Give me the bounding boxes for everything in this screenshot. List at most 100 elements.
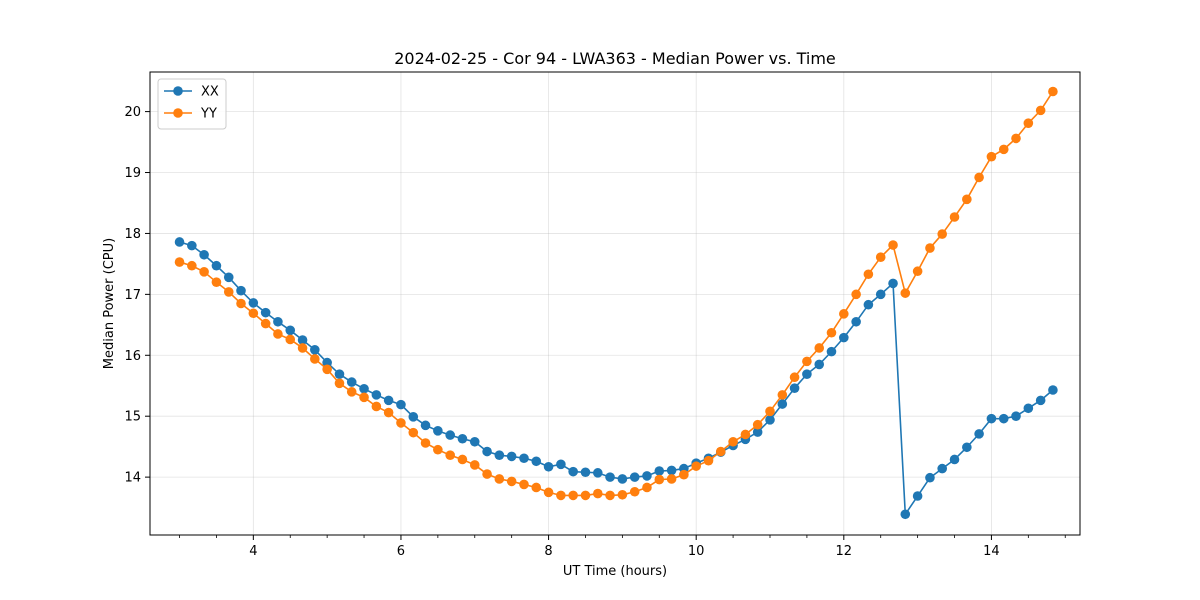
data-point-yy [494,474,505,484]
data-point-xx [900,509,911,520]
data-point-yy [900,288,911,298]
data-point-xx [1011,411,1021,422]
data-point-yy [543,487,554,498]
data-point-xx [925,472,935,483]
data-point-xx [506,451,517,462]
legend-marker-yy [173,108,183,118]
data-point-yy [1048,86,1058,97]
data-point-xx [248,298,259,308]
data-point-xx [863,299,874,310]
data-point-xx [420,420,431,431]
x-tick-label-8: 8 [544,544,552,559]
data-point-xx [912,491,923,501]
data-point-xx [260,307,271,318]
data-point-xx [765,415,775,425]
data-point-yy [223,287,234,297]
data-point-xx [371,390,382,400]
x-tick-label-10: 10 [688,544,705,559]
data-point-xx [211,260,222,271]
data-point-yy [593,488,603,499]
data-point-yy [310,354,320,364]
data-point-xx [273,316,283,327]
data-point-xx [777,399,788,409]
data-point-yy [519,479,529,490]
data-point-yy [802,356,812,367]
legend-marker-xx [173,86,183,96]
data-point-yy [211,277,222,287]
grid-lines [150,72,1080,535]
data-point-xx [494,450,505,460]
data-point-xx [851,316,861,327]
data-point-yy [371,401,382,412]
data-point-xx [519,453,529,464]
data-point-yy [752,419,763,430]
chart-title: 2024-02-25 - Cor 94 - LWA363 - Median Po… [394,49,836,68]
data-point-yy [420,438,431,448]
data-point-yy [580,490,591,501]
data-point-yy [888,240,898,250]
data-point-yy [531,482,542,493]
data-point-yy [789,372,800,383]
data-point-xx [814,359,825,370]
data-point-yy [297,343,308,353]
data-point-yy [617,489,628,500]
data-point-xx [199,249,209,260]
data-point-yy [826,327,837,338]
data-point-yy [445,450,455,460]
data-point-xx [383,395,394,406]
data-point-yy [383,407,394,418]
data-point-xx [802,369,812,379]
data-point-xx [346,377,357,387]
data-point-yy [359,392,369,403]
data-point-xx [457,433,468,444]
data-point-yy [777,390,788,400]
data-point-yy [974,172,984,183]
x-tick-label-12: 12 [836,544,853,559]
data-point-xx [236,285,246,296]
data-point-xx [605,472,615,482]
data-point-yy [728,436,738,447]
data-point-xx [826,346,837,357]
data-point-yy [703,455,714,466]
data-point-yy [273,329,283,339]
data-point-yy [433,444,443,455]
legend-label-xx: XX [201,85,219,100]
data-point-yy [1011,133,1021,144]
data-point-xx [789,383,800,393]
y-tick-label-20: 20 [124,105,141,120]
x-axis-label: UT Time (hours) [563,564,667,579]
data-point-yy [285,334,296,345]
data-point-yy [986,151,997,162]
data-point-yy [322,364,332,375]
data-point-xx [629,472,640,482]
data-point-yy [863,269,874,280]
data-point-xx [986,413,997,424]
data-point-yy [236,298,246,309]
data-point-yy [839,309,849,319]
data-point-xx [1048,385,1058,395]
data-point-yy [679,469,689,480]
data-point-xx [396,399,406,410]
y-tick-label-14: 14 [124,471,141,486]
data-point-yy [998,144,1009,155]
x-tick-label-4: 4 [249,544,257,559]
data-point-yy [346,387,357,397]
data-point-yy [199,267,209,277]
data-point-xx [174,237,185,247]
data-point-yy [715,446,726,457]
data-point-yy [396,418,406,428]
legend: XX YY [157,78,227,130]
data-point-yy [851,289,861,300]
data-point-xx [469,436,480,447]
data-point-xx [445,430,455,440]
data-point-yy [187,260,197,271]
data-point-xx [617,474,628,484]
data-point-xx [839,332,849,343]
data-point-yy [814,343,825,353]
data-point-yy [248,308,259,319]
data-point-xx [974,429,984,439]
data-point-xx [642,471,652,481]
data-point-yy [962,194,972,205]
data-point-yy [260,318,271,329]
